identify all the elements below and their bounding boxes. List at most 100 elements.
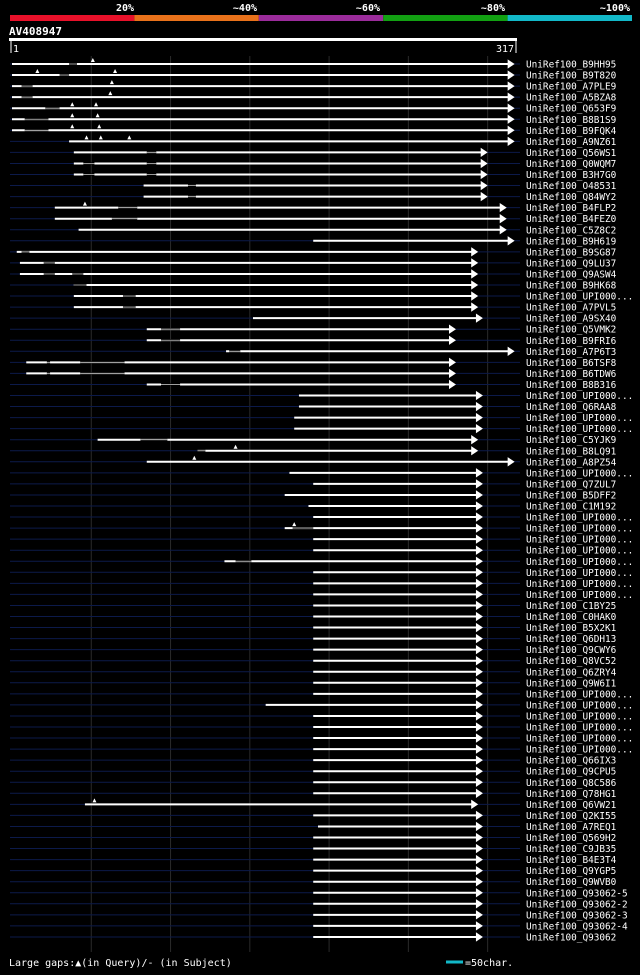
- hit-label[interactable]: UniRef100_Q9CPU5: [526, 767, 616, 778]
- hit-label[interactable]: UniRef100_Q9YGP5: [526, 866, 616, 877]
- hit-label[interactable]: UniRef100_A9NZ61: [526, 137, 617, 148]
- hit-label[interactable]: UniRef100_Q6VW21: [526, 800, 617, 811]
- hit-label[interactable]: UniRef100_B9FRI6: [526, 336, 617, 347]
- hit-label[interactable]: UniRef100_B5X2K1: [526, 623, 617, 634]
- hit-label[interactable]: UniRef100_Q93062-4: [526, 921, 628, 932]
- hit-end-arrow: [471, 280, 479, 290]
- hit-label[interactable]: UniRef100_Q0WQM7: [526, 159, 616, 170]
- hit-row: UniRef100_Q2KI55: [10, 810, 616, 822]
- hit-label[interactable]: UniRef100_Q93062-3: [526, 910, 628, 921]
- hit-label[interactable]: UniRef100_Q653F9: [526, 104, 617, 115]
- hit-label[interactable]: UniRef100_C5Z8C2: [526, 225, 616, 236]
- hit-label[interactable]: UniRef100_A5BZA8: [526, 93, 617, 104]
- hit-label[interactable]: UniRef100_UPI000...: [526, 292, 633, 303]
- hit-label[interactable]: UniRef100_B4FLP2: [526, 203, 616, 214]
- hit-label[interactable]: UniRef100_Q8C586: [526, 778, 617, 789]
- hit-label[interactable]: UniRef100_A7PLE9: [526, 82, 617, 93]
- hit-label[interactable]: UniRef100_Q93062-2: [526, 899, 628, 910]
- hit-end-arrow: [475, 644, 483, 655]
- hit-label[interactable]: UniRef100_B9HK68: [526, 281, 617, 292]
- hit-label[interactable]: UniRef100_UPI000...: [526, 468, 633, 479]
- hit-label[interactable]: UniRef100_C0HAK0: [526, 612, 617, 623]
- hit-label[interactable]: UniRef100_B6TDW6: [526, 369, 617, 380]
- hit-label[interactable]: UniRef100_UPI000...: [526, 413, 633, 424]
- hit-label[interactable]: UniRef100_A8PZ54: [526, 457, 617, 468]
- hit-label[interactable]: UniRef100_Q9ASW4: [526, 269, 617, 280]
- hit-label[interactable]: UniRef100_UPI000...: [526, 535, 633, 546]
- hit-label[interactable]: UniRef100_UPI000...: [526, 734, 633, 745]
- hit-label[interactable]: UniRef100_UPI000...: [526, 723, 633, 734]
- hit-label[interactable]: UniRef100_C1BY25: [526, 601, 616, 612]
- hit-label[interactable]: UniRef100_B9SG87: [526, 247, 616, 258]
- hit-label[interactable]: UniRef100_UPI000...: [526, 590, 633, 601]
- hit-row: UniRef100_A7PLE9: [10, 80, 617, 93]
- query-gap-marker: [84, 135, 89, 140]
- hit-label[interactable]: UniRef100_Q7ZUL7: [526, 479, 616, 490]
- hit-label[interactable]: UniRef100_Q9CWY6: [526, 645, 617, 656]
- hit-row: UniRef100_C1BY25: [10, 600, 616, 612]
- hit-label[interactable]: UniRef100_UPI000...: [526, 524, 633, 535]
- hit-label[interactable]: UniRef100_B9H619: [526, 236, 617, 247]
- hit-label[interactable]: UniRef100_Q93062: [526, 932, 616, 943]
- hit-row: UniRef100_Q93062-3: [10, 910, 628, 921]
- hit-label[interactable]: UniRef100_B8B316: [526, 380, 617, 391]
- hit-label[interactable]: UniRef100_B5DFF2: [526, 490, 616, 501]
- hit-label[interactable]: UniRef100_C5YJK9: [526, 435, 617, 446]
- hit-label[interactable]: UniRef100_A7PVL5: [526, 303, 616, 314]
- hit-end-arrow: [475, 722, 483, 732]
- hit-label[interactable]: UniRef100_UPI000...: [526, 513, 633, 524]
- hit-label[interactable]: UniRef100_UPI000...: [526, 711, 633, 722]
- hit-end-arrow: [475, 832, 483, 843]
- hit-label[interactable]: UniRef100_UPI000...: [526, 689, 633, 700]
- hit-end-arrow: [475, 589, 483, 600]
- hit-label[interactable]: UniRef100_B3H7G0: [526, 170, 617, 181]
- hit-label[interactable]: UniRef100_UPI000...: [526, 700, 633, 711]
- hit-label[interactable]: UniRef100_B8LQ91: [526, 446, 617, 457]
- hit-label[interactable]: UniRef100_Q6DH13: [526, 634, 616, 645]
- hit-label[interactable]: UniRef100_B9FQK4: [526, 126, 617, 137]
- hit-label[interactable]: UniRef100_Q5VMK2: [526, 325, 616, 336]
- hit-label[interactable]: UniRef100_Q56WS1: [526, 148, 617, 159]
- hit-row: UniRef100_UPI000...: [10, 567, 633, 579]
- hit-label[interactable]: UniRef100_Q9W6I1: [526, 678, 617, 689]
- hit-label[interactable]: UniRef100_UPI000...: [526, 546, 633, 557]
- hit-row: UniRef100_B6TSF8: [10, 357, 617, 369]
- hit-label[interactable]: UniRef100_B9HH95: [526, 60, 616, 71]
- hit-label[interactable]: UniRef100_B6TSF8: [526, 358, 617, 369]
- hit-label[interactable]: UniRef100_B4E3T4: [526, 855, 617, 866]
- hit-label[interactable]: UniRef100_UPI000...: [526, 557, 633, 568]
- hit-label[interactable]: UniRef100_A7REQ1: [526, 822, 617, 833]
- hit-label[interactable]: UniRef100_B8B1S9: [526, 115, 617, 126]
- hit-label[interactable]: UniRef100_UPI000...: [526, 391, 633, 402]
- hit-label[interactable]: UniRef100_UPI000...: [526, 579, 633, 590]
- hit-label[interactable]: UniRef100_O48531: [526, 181, 617, 192]
- hit-label[interactable]: UniRef100_Q8VC52: [526, 656, 616, 667]
- hit-row: UniRef100_Q9CPU5: [10, 766, 616, 778]
- hit-row: UniRef100_B8LQ91: [10, 444, 617, 457]
- hit-end-arrow: [507, 346, 515, 356]
- hit-label[interactable]: UniRef100_Q9LU37: [526, 258, 616, 269]
- hit-label[interactable]: UniRef100_Q66IX3: [526, 756, 616, 767]
- hit-label[interactable]: UniRef100_UPI000...: [526, 424, 633, 435]
- hit-label[interactable]: UniRef100_Q569H2: [526, 833, 616, 844]
- hit-label[interactable]: UniRef100_A7P6T3: [526, 347, 616, 358]
- hit-label[interactable]: UniRef100_Q6ZRY4: [526, 667, 617, 678]
- hit-row: UniRef100_UPI000...: [10, 291, 633, 303]
- hit-label[interactable]: UniRef100_Q84WY2: [526, 192, 616, 203]
- hit-end-arrow: [475, 390, 483, 401]
- hit-label[interactable]: UniRef100_Q9WVB0: [526, 877, 617, 888]
- hit-row: UniRef100_UPI000...: [10, 578, 633, 590]
- hit-label[interactable]: UniRef100_Q93062-5: [526, 888, 628, 899]
- hit-label[interactable]: UniRef100_C1M192: [526, 502, 616, 513]
- hit-label[interactable]: UniRef100_Q2KI55: [526, 811, 616, 822]
- hit-label[interactable]: UniRef100_A9SX40: [526, 314, 617, 325]
- hit-label[interactable]: UniRef100_Q78HG1: [526, 789, 617, 800]
- hit-label[interactable]: UniRef100_UPI000...: [526, 745, 633, 756]
- hit-label[interactable]: UniRef100_Q6RAA8: [526, 402, 617, 413]
- hit-label[interactable]: UniRef100_B4FEZ0: [526, 214, 617, 225]
- hit-row: UniRef100_Q56WS1: [10, 147, 617, 159]
- hit-label[interactable]: UniRef100_C9JB35: [526, 844, 616, 855]
- hit-label[interactable]: UniRef100_B9T820: [526, 71, 617, 82]
- identity-color-scale: 20% ~40% ~60% ~80% ~100%: [10, 3, 632, 21]
- hit-label[interactable]: UniRef100_UPI000...: [526, 568, 633, 579]
